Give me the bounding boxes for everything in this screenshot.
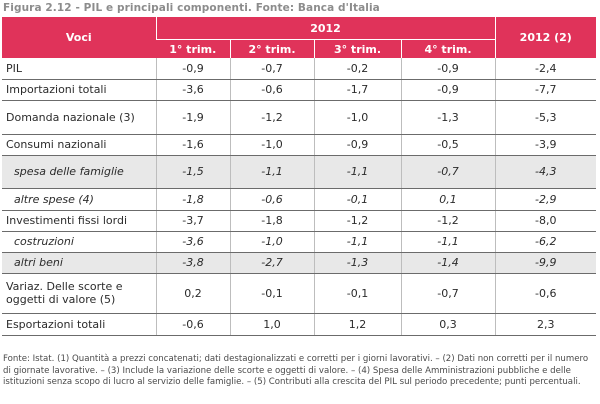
cell-q3: -0,1 (313, 188, 401, 211)
cell-q1: -3,7 (155, 210, 230, 232)
table-row-altri-beni: altri beni -3,8 -2,7 -1,3 -1,4 -9,9 (2, 252, 596, 274)
cell-q1: -1,6 (155, 134, 230, 156)
cell-q2: -0,6 (229, 188, 314, 211)
header-quarter-1: 1° trim. (156, 39, 230, 58)
cell-q1: -3,6 (155, 231, 230, 253)
cell-q1: -0,6 (155, 313, 230, 336)
cell-total: -2,4 (494, 58, 596, 80)
cell-q2: -1,1 (229, 155, 314, 189)
cell-q3: -0,2 (313, 58, 401, 80)
cell-q4: -0,5 (400, 134, 495, 156)
cell-q4: -1,3 (400, 100, 495, 135)
cell-q3: -0,1 (313, 273, 401, 314)
cell-q2: 1,0 (229, 313, 314, 336)
table-row-investimenti: Investimenti fissi lordi -3,7 -1,8 -1,2 … (2, 210, 596, 232)
cell-q4: -0,7 (400, 273, 495, 314)
table-row-importazioni: Importazioni totali -3,6 -0,6 -1,7 -0,9 … (2, 79, 596, 101)
cell-q3: -1,0 (313, 100, 401, 135)
cell-q2: -0,1 (229, 273, 314, 314)
row-label: Domanda nazionale (3) (2, 100, 156, 135)
cell-q2: -0,6 (229, 79, 314, 101)
row-label: Esportazioni totali (2, 313, 156, 336)
header-year: 2012 (155, 17, 495, 40)
cell-total: -8,0 (494, 210, 596, 232)
header-year-total: 2012 (2) (494, 17, 596, 58)
cell-q3: -1,2 (313, 210, 401, 232)
cell-q3: -1,7 (313, 79, 401, 101)
cell-q3: -1,1 (313, 231, 401, 253)
cell-q2: -1,8 (229, 210, 314, 232)
cell-q1: -1,9 (155, 100, 230, 135)
cell-q1: -0,9 (155, 58, 230, 80)
cell-total: -0,6 (494, 273, 596, 314)
cell-total: -5,3 (494, 100, 596, 135)
cell-q3: -1,3 (313, 252, 401, 274)
cell-total: -2,9 (494, 188, 596, 211)
cell-q2: -1,2 (229, 100, 314, 135)
cell-q1: -3,6 (155, 79, 230, 101)
row-label: Importazioni totali (2, 79, 156, 101)
cell-q4: -1,4 (400, 252, 495, 274)
row-label: Consumi nazionali (2, 134, 156, 156)
cell-q4: 0,3 (400, 313, 495, 336)
table-body: PIL -0,9 -0,7 -0,2 -0,9 -2,4 Importazion… (2, 58, 596, 336)
table-row-scorte: Variaz. Delle scorte e oggetti di valore… (2, 273, 596, 314)
cell-q1: -3,8 (155, 252, 230, 274)
cell-q4: -0,9 (400, 79, 495, 101)
row-label: spesa delle famiglie (2, 155, 156, 189)
table-row-esportazioni: Esportazioni totali -0,6 1,0 1,2 0,3 2,3 (2, 313, 596, 336)
table-row-costruzioni: costruzioni -3,6 -1,0 -1,1 -1,1 -6,2 (2, 231, 596, 253)
row-label: costruzioni (2, 231, 156, 253)
row-label: Investimenti fissi lordi (2, 210, 156, 232)
cell-q1: 0,2 (155, 273, 230, 314)
cell-q3: 1,2 (313, 313, 401, 336)
cell-q3: -0,9 (313, 134, 401, 156)
table-notes: Fonte: Istat. (1) Quantità a prezzi conc… (3, 354, 589, 387)
cell-total: -3,9 (494, 134, 596, 156)
row-label: Variaz. Delle scorte e oggetti di valore… (2, 273, 156, 314)
header-voci: Voci (2, 17, 156, 58)
row-label: altre spese (4) (2, 188, 156, 211)
cell-q3: -1,1 (313, 155, 401, 189)
cell-q4: -1,1 (400, 231, 495, 253)
cell-total: 2,3 (494, 313, 596, 336)
cell-q2: -1,0 (229, 134, 314, 156)
row-label: altri beni (2, 252, 156, 274)
pil-table-container: Voci 2012 2012 (2) 1° trim. 2° trim. 3° … (2, 17, 596, 336)
cell-q2: -2,7 (229, 252, 314, 274)
cell-q1: -1,8 (155, 188, 230, 211)
cell-total: -7,7 (494, 79, 596, 101)
cell-q4: 0,1 (400, 188, 495, 211)
header-quarter-4: 4° trim. (400, 39, 495, 58)
cell-total: -9,9 (494, 252, 596, 274)
cell-q4: -1,2 (400, 210, 495, 232)
pil-table: Voci 2012 2012 (2) 1° trim. 2° trim. 3° … (2, 17, 596, 336)
table-row-consumi: Consumi nazionali -1,6 -1,0 -0,9 -0,5 -3… (2, 134, 596, 156)
table-row-pil: PIL -0,9 -0,7 -0,2 -0,9 -2,4 (2, 58, 596, 80)
row-label: PIL (2, 58, 156, 80)
cell-q1: -1,5 (155, 155, 230, 189)
cell-total: -4,3 (494, 155, 596, 189)
header-quarter-2: 2° trim. (229, 39, 314, 58)
cell-q2: -1,0 (229, 231, 314, 253)
cell-q2: -0,7 (229, 58, 314, 80)
table-header: Voci 2012 2012 (2) 1° trim. 2° trim. 3° … (2, 17, 596, 58)
cell-q4: -0,9 (400, 58, 495, 80)
cell-q4: -0,7 (400, 155, 495, 189)
figure-title: Figura 2.12 - PIL e principali component… (3, 2, 380, 14)
header-quarter-3: 3° trim. (313, 39, 401, 58)
cell-total: -6,2 (494, 231, 596, 253)
table-row-domanda: Domanda nazionale (3) -1,9 -1,2 -1,0 -1,… (2, 100, 596, 135)
table-row-altre-spese: altre spese (4) -1,8 -0,6 -0,1 0,1 -2,9 (2, 188, 596, 211)
table-row-spesa-famiglie: spesa delle famiglie -1,5 -1,1 -1,1 -0,7… (2, 155, 596, 189)
